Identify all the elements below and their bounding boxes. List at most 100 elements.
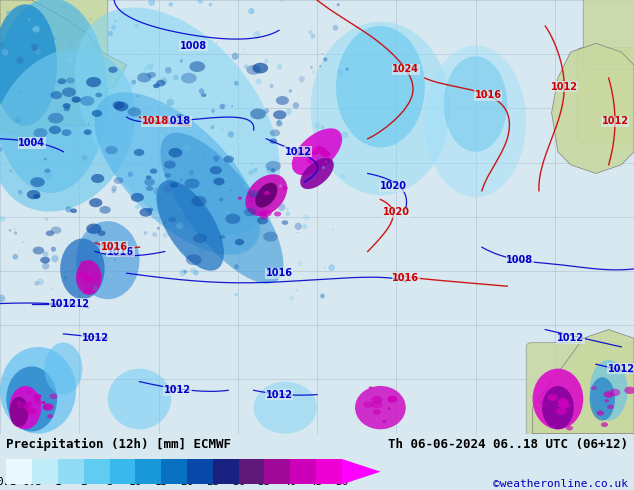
Ellipse shape bbox=[34, 398, 41, 403]
Ellipse shape bbox=[558, 401, 569, 409]
Ellipse shape bbox=[325, 160, 327, 163]
Ellipse shape bbox=[163, 233, 168, 238]
Ellipse shape bbox=[81, 43, 84, 47]
Ellipse shape bbox=[157, 227, 160, 230]
Ellipse shape bbox=[19, 426, 23, 429]
Ellipse shape bbox=[288, 89, 292, 93]
Ellipse shape bbox=[27, 407, 37, 415]
Ellipse shape bbox=[183, 270, 187, 273]
Ellipse shape bbox=[76, 260, 101, 295]
Text: 1012: 1012 bbox=[63, 298, 89, 309]
Ellipse shape bbox=[293, 102, 299, 109]
Text: 1012: 1012 bbox=[164, 385, 191, 395]
Text: 0.1: 0.1 bbox=[0, 477, 16, 487]
Ellipse shape bbox=[93, 286, 98, 291]
Bar bbox=[187, 459, 213, 484]
Ellipse shape bbox=[248, 8, 254, 14]
Ellipse shape bbox=[176, 222, 183, 229]
Ellipse shape bbox=[77, 272, 85, 277]
Ellipse shape bbox=[211, 109, 215, 113]
Ellipse shape bbox=[44, 343, 82, 394]
Ellipse shape bbox=[320, 294, 325, 298]
Ellipse shape bbox=[67, 56, 72, 62]
Ellipse shape bbox=[98, 256, 100, 258]
Ellipse shape bbox=[23, 405, 30, 409]
Ellipse shape bbox=[108, 67, 118, 73]
Text: 1016: 1016 bbox=[392, 272, 419, 283]
Ellipse shape bbox=[37, 278, 44, 285]
Ellipse shape bbox=[252, 63, 268, 74]
Ellipse shape bbox=[342, 131, 348, 138]
Ellipse shape bbox=[45, 172, 53, 180]
Ellipse shape bbox=[62, 87, 76, 97]
Ellipse shape bbox=[624, 387, 634, 394]
Ellipse shape bbox=[264, 59, 269, 63]
Ellipse shape bbox=[93, 271, 97, 273]
Ellipse shape bbox=[372, 400, 382, 408]
Ellipse shape bbox=[235, 239, 244, 245]
Text: 30: 30 bbox=[232, 477, 245, 487]
Ellipse shape bbox=[321, 125, 325, 129]
Bar bbox=[84, 459, 110, 484]
Text: Th 06-06-2024 06..18 UTC (06+12): Th 06-06-2024 06..18 UTC (06+12) bbox=[387, 438, 628, 451]
Ellipse shape bbox=[244, 208, 256, 216]
Ellipse shape bbox=[34, 128, 48, 138]
Ellipse shape bbox=[53, 79, 55, 82]
Ellipse shape bbox=[80, 96, 94, 106]
Ellipse shape bbox=[96, 241, 98, 244]
Ellipse shape bbox=[114, 102, 128, 111]
Bar bbox=[238, 459, 264, 484]
Ellipse shape bbox=[133, 108, 136, 111]
Ellipse shape bbox=[46, 230, 54, 236]
Ellipse shape bbox=[277, 120, 280, 122]
Ellipse shape bbox=[184, 144, 190, 151]
FancyBboxPatch shape bbox=[526, 343, 634, 438]
Ellipse shape bbox=[320, 150, 330, 157]
Text: Precipitation (12h) [mm] ECMWF: Precipitation (12h) [mm] ECMWF bbox=[6, 438, 231, 451]
Ellipse shape bbox=[336, 26, 425, 147]
Ellipse shape bbox=[134, 24, 139, 28]
Ellipse shape bbox=[287, 208, 288, 211]
Ellipse shape bbox=[153, 187, 160, 195]
Ellipse shape bbox=[260, 214, 268, 220]
Ellipse shape bbox=[34, 394, 41, 399]
Ellipse shape bbox=[332, 229, 334, 231]
Ellipse shape bbox=[27, 391, 32, 394]
Ellipse shape bbox=[213, 155, 219, 162]
Ellipse shape bbox=[337, 3, 340, 6]
Ellipse shape bbox=[238, 197, 242, 199]
Text: 25: 25 bbox=[206, 477, 219, 487]
Ellipse shape bbox=[184, 178, 200, 189]
Ellipse shape bbox=[314, 122, 321, 129]
Ellipse shape bbox=[181, 179, 183, 181]
Text: 1004: 1004 bbox=[18, 138, 45, 148]
Ellipse shape bbox=[45, 218, 48, 221]
Ellipse shape bbox=[42, 262, 49, 270]
Ellipse shape bbox=[281, 220, 288, 225]
Ellipse shape bbox=[178, 172, 179, 173]
Bar bbox=[316, 459, 342, 484]
Ellipse shape bbox=[317, 103, 318, 105]
Ellipse shape bbox=[164, 221, 167, 224]
Ellipse shape bbox=[135, 205, 139, 209]
Ellipse shape bbox=[0, 4, 57, 126]
Ellipse shape bbox=[10, 386, 41, 429]
Ellipse shape bbox=[165, 173, 171, 177]
Ellipse shape bbox=[0, 42, 4, 47]
Ellipse shape bbox=[6, 367, 57, 432]
Ellipse shape bbox=[185, 214, 192, 221]
Ellipse shape bbox=[179, 270, 186, 276]
Text: 1020: 1020 bbox=[383, 207, 410, 218]
Ellipse shape bbox=[61, 129, 72, 136]
Ellipse shape bbox=[176, 114, 184, 120]
Ellipse shape bbox=[112, 189, 116, 193]
Ellipse shape bbox=[240, 249, 244, 253]
Ellipse shape bbox=[49, 393, 58, 399]
Polygon shape bbox=[552, 44, 634, 173]
Ellipse shape bbox=[82, 155, 87, 161]
Ellipse shape bbox=[143, 231, 147, 235]
Ellipse shape bbox=[131, 193, 144, 202]
Polygon shape bbox=[533, 330, 634, 434]
Ellipse shape bbox=[137, 95, 139, 98]
Ellipse shape bbox=[263, 232, 278, 242]
